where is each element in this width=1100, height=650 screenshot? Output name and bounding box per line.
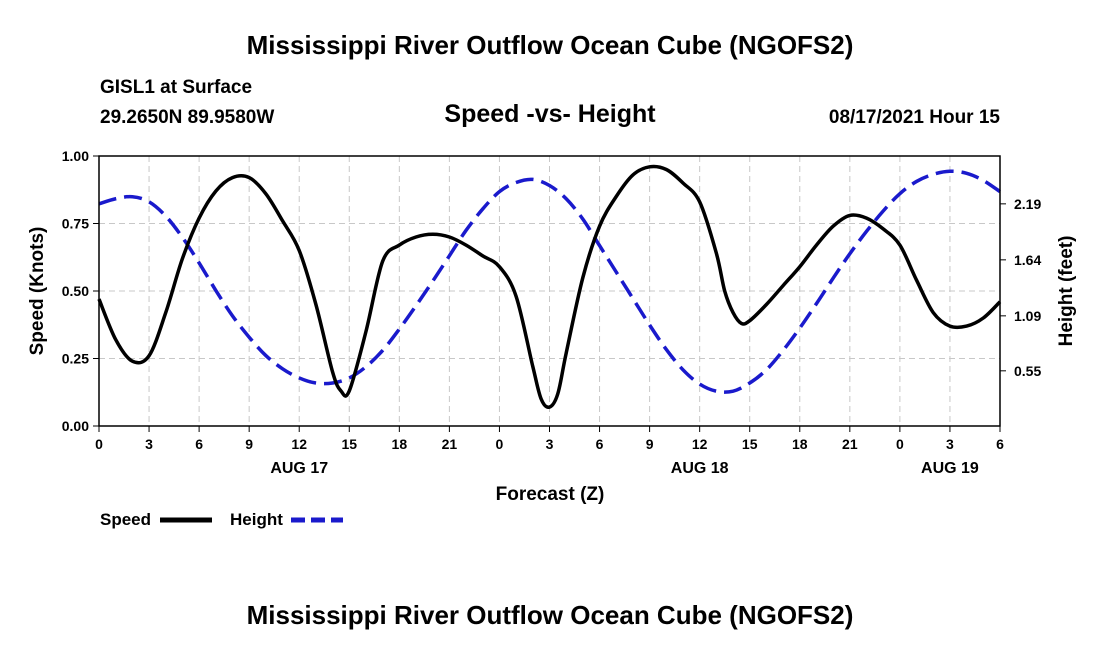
x-tick-label: 0 — [896, 436, 904, 452]
x-tick-label: 12 — [692, 436, 708, 452]
y2-tick-label: 0.55 — [1014, 363, 1041, 379]
series-layer — [97, 164, 1002, 410]
y2-axis-label: Height (feet) — [1056, 236, 1077, 347]
station-label: GISL1 at Surface — [100, 77, 253, 98]
x-date-label: AUG 19 — [921, 460, 979, 477]
x-tick-label: 21 — [442, 436, 458, 452]
x-tick-label: 6 — [596, 436, 604, 452]
x-tick-label: 15 — [341, 436, 357, 452]
y-tick-label: 0.00 — [62, 418, 89, 434]
x-tick-label: 3 — [946, 436, 954, 452]
x-tick-label: 3 — [546, 436, 554, 452]
legend: Speed Height — [100, 510, 343, 529]
x-tick-label: 21 — [842, 436, 858, 452]
chart-title-bottom: Mississippi River Outflow Ocean Cube (NG… — [246, 600, 854, 630]
x-tick-label: 18 — [392, 436, 408, 452]
x-tick-label: 6 — [195, 436, 203, 452]
x-tick-label: 3 — [145, 436, 153, 452]
series-line-speed — [97, 164, 1002, 410]
chart-subtitle: Speed -vs- Height — [444, 100, 656, 128]
x-tick-label: 9 — [245, 436, 253, 452]
legend-label-height: Height — [230, 510, 283, 529]
x-tick-label: 15 — [742, 436, 758, 452]
y-axis-label: Speed (Knots) — [27, 227, 48, 356]
station-coordinates: 29.2650N 89.9580W — [100, 107, 275, 128]
axis-layer: 0 3 6 9 12 15 18 21 0 3 6 9 12 15 18 21 0 3 6 0.00 0.25 0.50 0… — [62, 148, 1042, 477]
x-tick-label: 12 — [291, 436, 307, 452]
y-tick-label: 0.50 — [62, 283, 89, 299]
x-date-label: AUG 17 — [270, 460, 328, 477]
x-date-label: AUG 18 — [671, 460, 729, 477]
y2-tick-label: 2.19 — [1014, 196, 1041, 212]
y-tick-label: 1.00 — [62, 148, 89, 164]
y2-tick-label: 1.09 — [1014, 308, 1041, 324]
y-tick-label: 0.25 — [62, 351, 89, 367]
x-tick-label: 9 — [646, 436, 654, 452]
series-line-height — [98, 169, 1001, 394]
x-tick-label: 0 — [95, 436, 103, 452]
x-tick-label: 6 — [996, 436, 1004, 452]
grid-layer — [99, 156, 1000, 426]
chart-title-top: Mississippi River Outflow Ocean Cube (NG… — [246, 30, 854, 60]
forecast-timestamp: 08/17/2021 Hour 15 — [828, 107, 1000, 128]
y-tick-label: 0.75 — [62, 216, 89, 232]
legend-label-speed: Speed — [100, 510, 151, 529]
x-axis-label: Forecast (Z) — [496, 484, 605, 505]
y2-tick-label: 1.64 — [1014, 252, 1041, 268]
x-tick-label: 0 — [496, 436, 504, 452]
x-tick-label: 18 — [792, 436, 808, 452]
